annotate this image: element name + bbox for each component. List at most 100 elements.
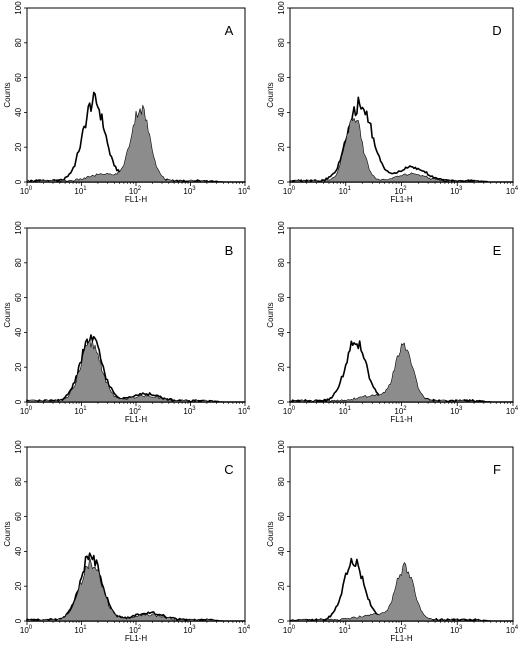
x-tick-label: 103 <box>450 625 463 635</box>
y-tick-label: 60 <box>14 293 23 302</box>
x-tick-label: 104 <box>506 625 519 635</box>
filled-histogram <box>26 104 246 183</box>
y-tick-label: 40 <box>277 107 286 116</box>
x-tick-label: 101 <box>339 406 352 416</box>
panel-b: 100 101 102 103 104 0 20 40 60 80 100 FL1-H Counts B <box>3 221 251 424</box>
filled-histogram <box>26 557 246 622</box>
y-tick-label: 20 <box>14 581 23 590</box>
x-tick-label: 100 <box>20 406 33 416</box>
x-tick-label: 101 <box>74 406 87 416</box>
panel-label: E <box>493 243 502 258</box>
panel-e: 100 101 102 103 104 0 20 40 60 80 100 FL1-H Counts E <box>266 221 519 424</box>
plot-frame <box>289 7 514 183</box>
x-axis-label: FL1-H <box>390 634 412 643</box>
y-axis-label: Counts <box>266 302 275 327</box>
y-tick-label: 100 <box>277 221 286 235</box>
panel-f: 100 101 102 103 104 0 20 40 60 80 100 FL1-H Counts F <box>266 440 519 643</box>
y-tick-label: 0 <box>277 399 286 404</box>
y-tick-label: 60 <box>14 512 23 521</box>
x-tick-label: 100 <box>20 625 33 635</box>
panel-label: D <box>492 23 501 38</box>
y-axis-label: Counts <box>3 302 12 327</box>
x-tick-label: 104 <box>238 625 251 635</box>
x-tick-label: 101 <box>339 625 352 635</box>
y-tick-label: 40 <box>14 327 23 336</box>
y-tick-label: 40 <box>277 327 286 336</box>
x-tick-label: 103 <box>450 186 463 196</box>
panel-d: 100 101 102 103 104 0 20 40 60 80 100 FL1-H Counts D <box>266 1 519 204</box>
y-tick-label: 40 <box>14 107 23 116</box>
y-tick-label: 20 <box>14 142 23 151</box>
x-tick-label: 102 <box>394 406 407 416</box>
panel-label: C <box>224 462 233 477</box>
x-tick-label: 102 <box>394 186 407 196</box>
x-tick-label: 104 <box>506 406 519 416</box>
panel-label: A <box>225 23 234 38</box>
filled-histogram <box>26 339 246 403</box>
x-tick-label: 104 <box>238 186 251 196</box>
y-axis-label: Counts <box>266 82 275 107</box>
outline-histogram <box>26 552 246 622</box>
y-tick-label: 0 <box>14 179 23 184</box>
x-tick-label: 102 <box>129 625 142 635</box>
y-tick-label: 0 <box>277 618 286 623</box>
y-tick-label: 0 <box>277 179 286 184</box>
y-tick-label: 0 <box>14 399 23 404</box>
y-tick-label: 100 <box>14 440 23 454</box>
panel-label: F <box>493 462 501 477</box>
y-tick-label: 60 <box>277 73 286 82</box>
y-axis-label: Counts <box>3 521 12 546</box>
y-tick-label: 60 <box>277 512 286 521</box>
filled-histogram <box>289 562 514 622</box>
x-tick-label: 104 <box>238 406 251 416</box>
x-axis-label: FL1-H <box>125 195 147 204</box>
outline-histogram <box>26 334 246 403</box>
filled-histogram <box>289 342 514 403</box>
panel-label: B <box>225 243 234 258</box>
panel-c: 100 101 102 103 104 0 20 40 60 80 100 FL1-H Counts C <box>3 440 251 643</box>
y-tick-label: 60 <box>277 293 286 302</box>
x-tick-label: 103 <box>183 625 196 635</box>
y-tick-label: 100 <box>14 221 23 235</box>
x-tick-label: 103 <box>183 406 196 416</box>
y-tick-label: 20 <box>277 142 286 151</box>
plot-frame <box>26 227 246 403</box>
y-tick-label: 20 <box>277 362 286 371</box>
x-tick-label: 101 <box>339 186 352 196</box>
y-tick-label: 100 <box>277 440 286 454</box>
x-tick-label: 103 <box>450 406 463 416</box>
y-tick-label: 20 <box>14 362 23 371</box>
x-tick-label: 100 <box>283 406 296 416</box>
y-tick-label: 80 <box>14 258 23 267</box>
y-tick-label: 20 <box>277 581 286 590</box>
x-tick-label: 101 <box>74 186 87 196</box>
x-tick-label: 100 <box>283 625 296 635</box>
y-tick-label: 100 <box>277 1 286 15</box>
y-tick-label: 40 <box>277 546 286 555</box>
x-axis-label: FL1-H <box>125 415 147 424</box>
x-tick-label: 100 <box>283 186 296 196</box>
y-tick-label: 80 <box>277 38 286 47</box>
x-tick-label: 102 <box>129 186 142 196</box>
x-tick-label: 104 <box>506 186 519 196</box>
panel-a: 100 101 102 103 104 0 20 40 60 80 100 FL1-H Counts A <box>3 1 251 204</box>
plot-frame <box>26 446 246 622</box>
y-tick-label: 100 <box>14 1 23 15</box>
y-tick-label: 60 <box>14 73 23 82</box>
x-axis-label: FL1-H <box>390 195 412 204</box>
outline-histogram <box>289 96 514 183</box>
y-tick-label: 0 <box>14 618 23 623</box>
x-axis-label: FL1-H <box>125 634 147 643</box>
y-tick-label: 80 <box>277 258 286 267</box>
x-axis-label: FL1-H <box>390 415 412 424</box>
y-axis-label: Counts <box>266 521 275 546</box>
y-tick-label: 80 <box>277 477 286 486</box>
x-tick-label: 102 <box>394 625 407 635</box>
x-tick-label: 100 <box>20 186 33 196</box>
y-tick-label: 80 <box>14 477 23 486</box>
y-tick-label: 80 <box>14 38 23 47</box>
y-tick-label: 40 <box>14 546 23 555</box>
x-tick-label: 102 <box>129 406 142 416</box>
x-tick-label: 103 <box>183 186 196 196</box>
